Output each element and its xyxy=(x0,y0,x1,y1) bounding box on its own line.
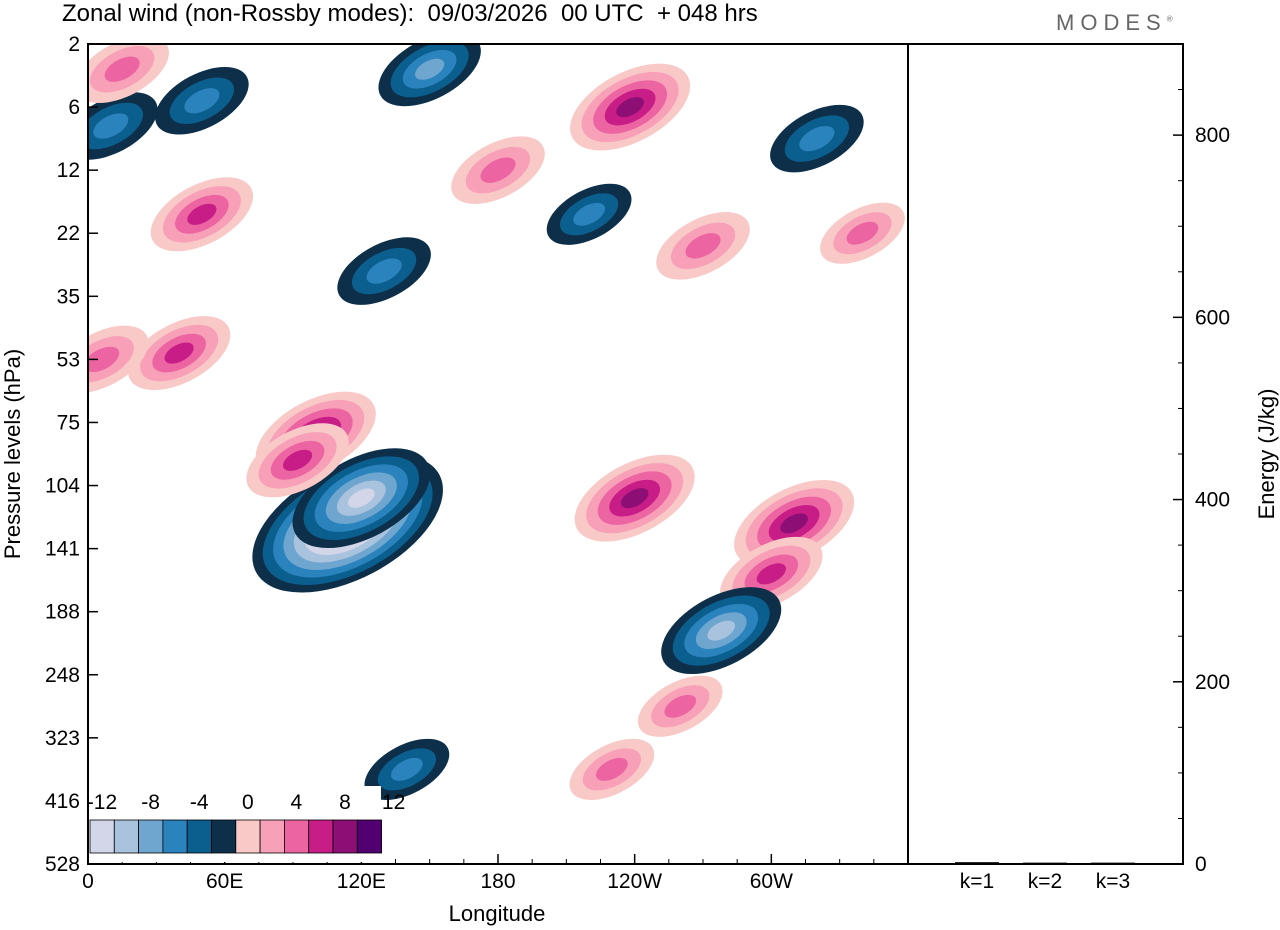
y-tick-label: 75 xyxy=(57,411,80,434)
heatmap-cell xyxy=(88,346,120,373)
energy-category-label: k=2 xyxy=(1028,870,1062,893)
y-tick-label: 22 xyxy=(57,222,80,245)
y-tick-label: 35 xyxy=(57,285,80,308)
x-axis: 0 60E 120E 180 120W 60W xyxy=(82,854,875,893)
x-tick-label: 180 xyxy=(480,870,515,893)
y-tick-label: 248 xyxy=(45,664,80,687)
y-tick-label: 141 xyxy=(45,538,80,561)
x-tick-label: 120E xyxy=(337,870,386,893)
energy-category-label: k=3 xyxy=(1096,870,1130,893)
energy-bar xyxy=(955,862,999,864)
energy-bar xyxy=(1023,862,1067,865)
logo-text: MODES xyxy=(1056,10,1167,35)
colorbar-swatch xyxy=(332,819,358,854)
colorbar-label: -8 xyxy=(141,791,160,814)
colorbar-swatch xyxy=(259,819,285,854)
y-tick-label: 416 xyxy=(45,790,80,813)
logo-registered-mark: ® xyxy=(1166,14,1173,24)
heatmap-cell xyxy=(780,513,808,534)
colorbar-swatch xyxy=(235,819,261,854)
energy-axis-title: Energy (J/kg) xyxy=(1254,389,1279,520)
heatmap-field xyxy=(88,44,905,800)
y-axis: 2 6 12 22 35 53 75 104 141 188 248 323 416 528 xyxy=(45,33,98,876)
x-tick-label: 0 xyxy=(82,870,94,893)
energy-panel-frame xyxy=(907,43,1184,865)
colorbar-label: -4 xyxy=(190,791,209,814)
energy-tick-label: 200 xyxy=(1195,671,1230,694)
x-tick-label: 60E xyxy=(206,870,243,893)
heatmap-cell xyxy=(282,449,313,471)
y-tick-label: 528 xyxy=(45,853,80,876)
heatmap-cell xyxy=(184,88,220,114)
y-tick-label: 323 xyxy=(45,727,80,750)
heatmap-cell xyxy=(164,342,194,364)
heatmap-cell xyxy=(573,202,605,226)
colorbar: -12 -8 -4 0 4 8 12 xyxy=(87,786,405,862)
heatmap-cell xyxy=(391,757,423,781)
heatmap-cell xyxy=(799,125,835,152)
energy-bars: k=1 k=2 k=3 xyxy=(955,862,1135,893)
heatmap-cell xyxy=(616,97,644,118)
energy-tick-label: 0 xyxy=(1195,853,1207,876)
heatmap-cell xyxy=(480,157,516,183)
heatmap-cell xyxy=(685,233,721,259)
heatmap-cell xyxy=(596,757,628,781)
colorbar-swatch xyxy=(283,819,310,854)
energy-tick-label: 600 xyxy=(1195,306,1230,329)
energy-axis: 0 200 400 600 800 xyxy=(1173,89,1230,876)
heatmap-cell xyxy=(104,56,140,82)
heatmap-cell xyxy=(366,258,402,284)
heatmap-cell xyxy=(415,58,445,80)
y-tick-label: 6 xyxy=(68,96,80,119)
energy-bar xyxy=(1091,862,1135,865)
colorbar-label: 12 xyxy=(382,791,405,814)
heatmap-cell xyxy=(707,620,736,641)
colorbar-swatch xyxy=(356,819,382,854)
y-tick-label: 2 xyxy=(68,33,80,56)
y-tick-label: 104 xyxy=(45,475,80,498)
colorbar-swatch xyxy=(89,819,115,854)
colorbar-label: 8 xyxy=(339,791,351,814)
energy-tick-label: 400 xyxy=(1195,489,1230,512)
chart-title: Zonal wind (non-Rossby modes): 09/03/202… xyxy=(62,0,758,27)
colorbar-swatch xyxy=(138,819,164,854)
heatmap-cell xyxy=(846,221,879,245)
energy-category-label: k=1 xyxy=(960,870,994,893)
colorbar-label: 0 xyxy=(242,791,254,814)
heatmap-cell xyxy=(664,694,697,718)
colorbar-swatch xyxy=(162,819,188,854)
heatmap-cell xyxy=(348,488,375,508)
y-tick-label: 12 xyxy=(57,159,80,182)
colorbar-swatch xyxy=(186,819,212,854)
y-axis-title: Pressure levels (hPa) xyxy=(0,349,25,559)
colorbar-swatch xyxy=(211,819,237,854)
energy-tick-label: 800 xyxy=(1195,124,1230,147)
heatmap-cell xyxy=(93,113,129,139)
heatmap-cell xyxy=(756,563,786,585)
colorbar-label: -12 xyxy=(87,791,117,814)
x-axis-title: Longitude xyxy=(449,901,546,926)
colorbar-label: 4 xyxy=(291,791,303,814)
heatmap-cell xyxy=(620,488,649,509)
modes-logo: MODES® xyxy=(1056,10,1173,36)
colorbar-swatch xyxy=(113,819,140,854)
colorbar-swatch xyxy=(308,819,334,854)
x-tick-label: 60W xyxy=(750,870,793,893)
y-tick-label: 188 xyxy=(45,601,80,624)
y-tick-label: 53 xyxy=(57,348,80,371)
heatmap-cell xyxy=(187,203,217,225)
x-tick-label: 120W xyxy=(607,870,662,893)
